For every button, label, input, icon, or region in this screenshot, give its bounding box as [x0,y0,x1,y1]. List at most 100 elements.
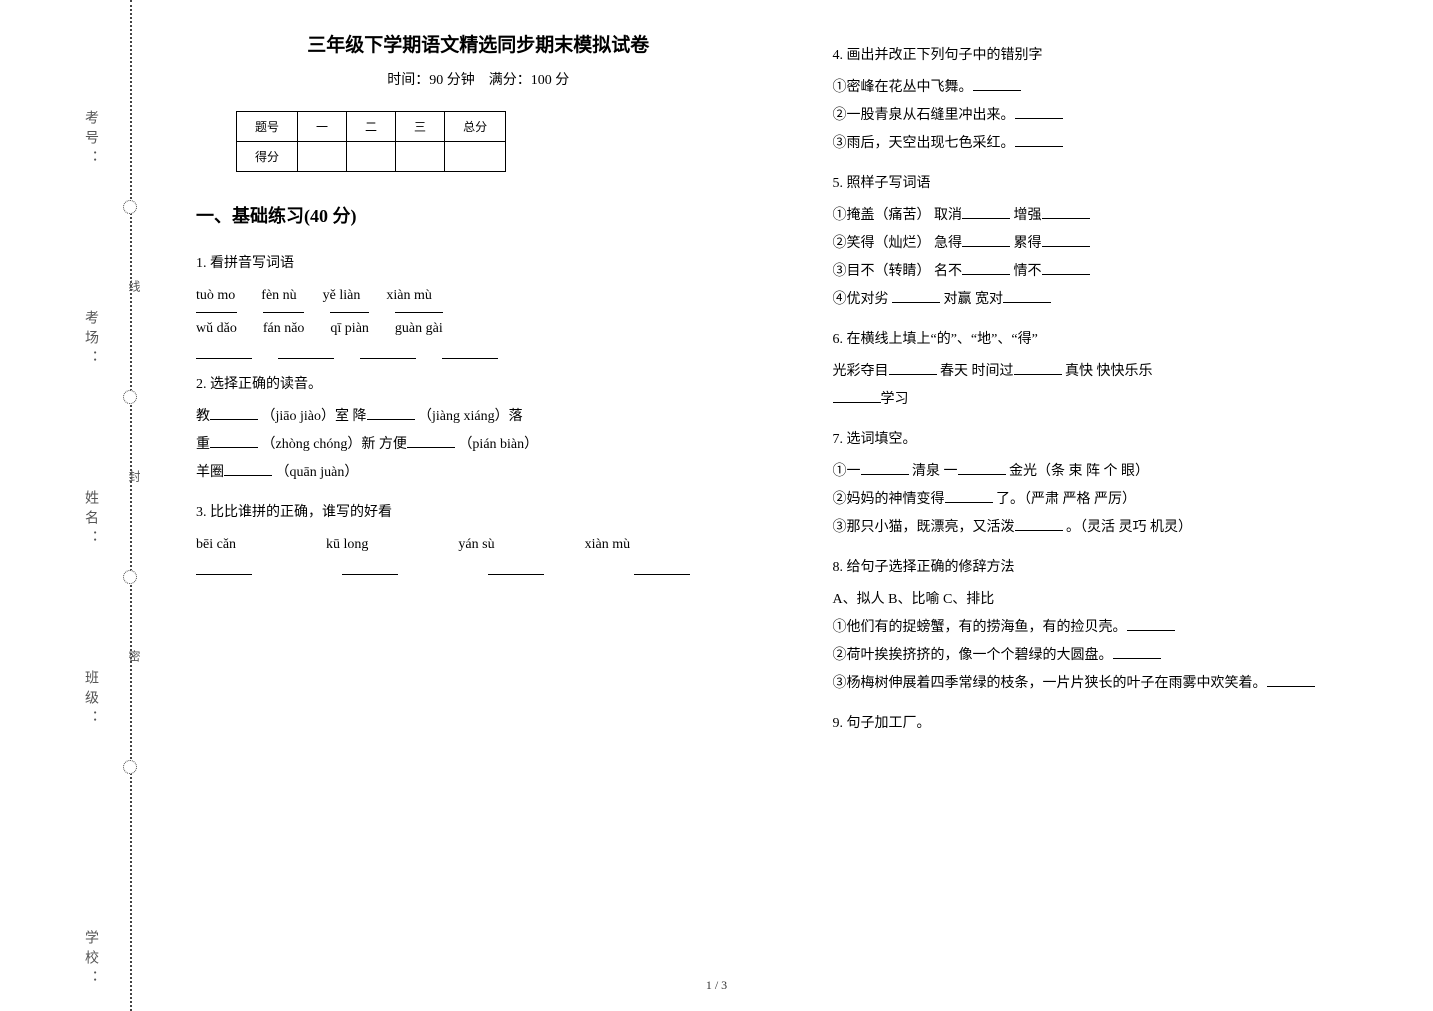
answer-blank [945,489,993,503]
cut-label: 封 [126,470,143,482]
q5-text: ①掩盖（痛苦） 取消 [833,208,963,223]
q5-text: 累得 [1014,236,1042,251]
score-col: 总分 [445,112,506,142]
binding-gutter: 考号： 线 考场： 封 姓名： 密 班级： 学校： [0,0,160,1011]
q6-text: 真快 快快乐乐 [1065,364,1153,379]
pinyin: kū long [326,531,368,559]
answer-blank [210,406,258,420]
answer-blank [196,345,252,359]
q4-body: ①密峰在花丛中飞舞。 ②一股青泉从石缝里冲出来。 ③雨后，天空出现七色采红。 [833,74,1398,158]
pinyin: fán nǎo [263,312,305,343]
section-heading: 一、基础练习(40 分) [196,202,761,228]
pinyin: qī piàn [330,312,369,343]
answer-blank [342,561,398,575]
q8-line: ②荷叶挨挨挤挤的，像一个个碧绿的大圆盘。 [833,648,1113,663]
q2-pinyin: （pián biàn） [458,437,538,452]
pinyin: yě liàn [323,282,361,310]
q6-body: 光彩夺目 春天 时间过 真快 快快乐乐 学习 [833,358,1398,414]
q8-body: A、拟人 B、比喻 C、排比 ①他们有的捉螃蟹，有的捞海鱼，有的捡贝壳。 ②荷叶… [833,586,1398,698]
gutter-label-name: 姓名： [80,490,100,550]
page-indicator: 1 / 3 [706,978,727,993]
q7-text: 了。（严肃 严格 严厉） [996,492,1136,507]
answer-blank [442,345,498,359]
q4-line: ①密峰在花丛中飞舞。 [833,80,973,95]
score-table: 题号 一 二 三 总分 得分 [236,111,506,172]
pinyin: yán sù [458,531,494,559]
q7-text: 。（灵活 灵巧 机灵） [1066,520,1192,535]
pinyin: wǔ dǎo [196,312,237,343]
cut-label: 线 [126,280,143,292]
gutter-label-school: 学校： [80,930,100,990]
score-cell [298,142,347,172]
q4-line: ②一股青泉从石缝里冲出来。 [833,108,1015,123]
score-row-label: 题号 [237,112,298,142]
answer-blank [833,389,881,403]
answer-blank [210,434,258,448]
q6-title: 6. 在横线上填上“的”、“地”、“得” [833,328,1398,348]
column-right: 4. 画出并改正下列句子中的错别字 ①密峰在花丛中飞舞。 ②一股青泉从石缝里冲出… [797,0,1433,1011]
q8-line: ③杨梅树伸展着四季常绿的枝条，一片片狭长的叶子在雨雾中欢笑着。 [833,676,1267,691]
dotted-cut-line [130,0,132,1011]
pinyin: xiàn mù [585,531,631,559]
answer-blank [1042,233,1090,247]
q7-text: 金光（条 束 阵 个 眼） [1009,464,1149,479]
answer-blank [892,289,940,303]
q7-text: 清泉 一 [912,464,958,479]
cut-label: 密 [126,650,143,662]
q5-text: ③目不（转睛） 名不 [833,264,963,279]
q8-title: 8. 给句子选择正确的修辞方法 [833,556,1398,576]
q8-options: A、拟人 B、比喻 C、排比 [833,592,995,607]
q2-body: 教 （jiāo jiào）室 降 （jiàng xiáng）落 重 （zhòng… [196,403,761,487]
q2-word: 重 [196,437,210,452]
answer-blank [1015,133,1063,147]
q7-text: ②妈妈的神情变得 [833,492,945,507]
q5-text: 增强 [1014,208,1042,223]
gutter-label-class: 班级： [80,670,100,730]
column-left: 三年级下学期语文精选同步期末模拟试卷 时间：90 分钟 满分：100 分 题号 … [160,0,797,1011]
answer-blank [196,561,252,575]
answer-blank [1267,673,1315,687]
q5-title: 5. 照样子写词语 [833,172,1398,192]
q7-text: ③那只小猫，既漂亮，又活泼 [833,520,1015,535]
answer-blank [488,561,544,575]
q9-title: 9. 句子加工厂。 [833,712,1398,732]
answer-blank [962,261,1010,275]
answer-blank [634,561,690,575]
q5-text: ②笑得（灿烂） 急得 [833,236,963,251]
score-col: 一 [298,112,347,142]
q6-text: 光彩夺目 [833,364,889,379]
q5-text: ④优对劣 [833,292,893,307]
ring-icon [123,390,137,404]
q7-body: ①一 清泉 一 金光（条 束 阵 个 眼） ②妈妈的神情变得 了。（严肃 严格 … [833,458,1398,542]
q4-line: ③雨后，天空出现七色采红。 [833,136,1015,151]
score-cell [347,142,396,172]
ring-icon [123,200,137,214]
paper-subtitle: 时间：90 分钟 满分：100 分 [196,69,761,89]
pinyin: xiàn mù [386,282,432,310]
fullmarks-label: 满分： [489,73,531,88]
answer-blank [1015,105,1063,119]
score-col: 二 [347,112,396,142]
answer-blank [224,462,272,476]
q6-text: 春天 时间过 [940,364,1014,379]
q2-pinyin: （jiāo jiào）室 降 [262,409,367,424]
score-col: 三 [396,112,445,142]
answer-blank [1113,645,1161,659]
q2-word: 羊圈 [196,465,224,480]
answer-blank [1042,261,1090,275]
ring-icon [123,570,137,584]
time-value: 90 分钟 [429,73,475,88]
answer-blank [1014,361,1062,375]
answer-blank [1015,517,1063,531]
q2-title: 2. 选择正确的读音。 [196,373,761,393]
q7-title: 7. 选词填空。 [833,428,1398,448]
answer-blank [889,361,937,375]
time-label: 时间： [387,73,429,88]
q6-text: 学习 [881,392,909,407]
q3-body: bēi cǎn kū long yán sù xiàn mù [196,531,761,575]
q2-pinyin: （quān juàn） [276,465,359,480]
answer-blank [861,461,909,475]
answer-blank [360,345,416,359]
exam-page: 考号： 线 考场： 封 姓名： 密 班级： 学校： 三年级下学期语文精选同步期末… [0,0,1433,1011]
q7-text: ①一 [833,464,861,479]
